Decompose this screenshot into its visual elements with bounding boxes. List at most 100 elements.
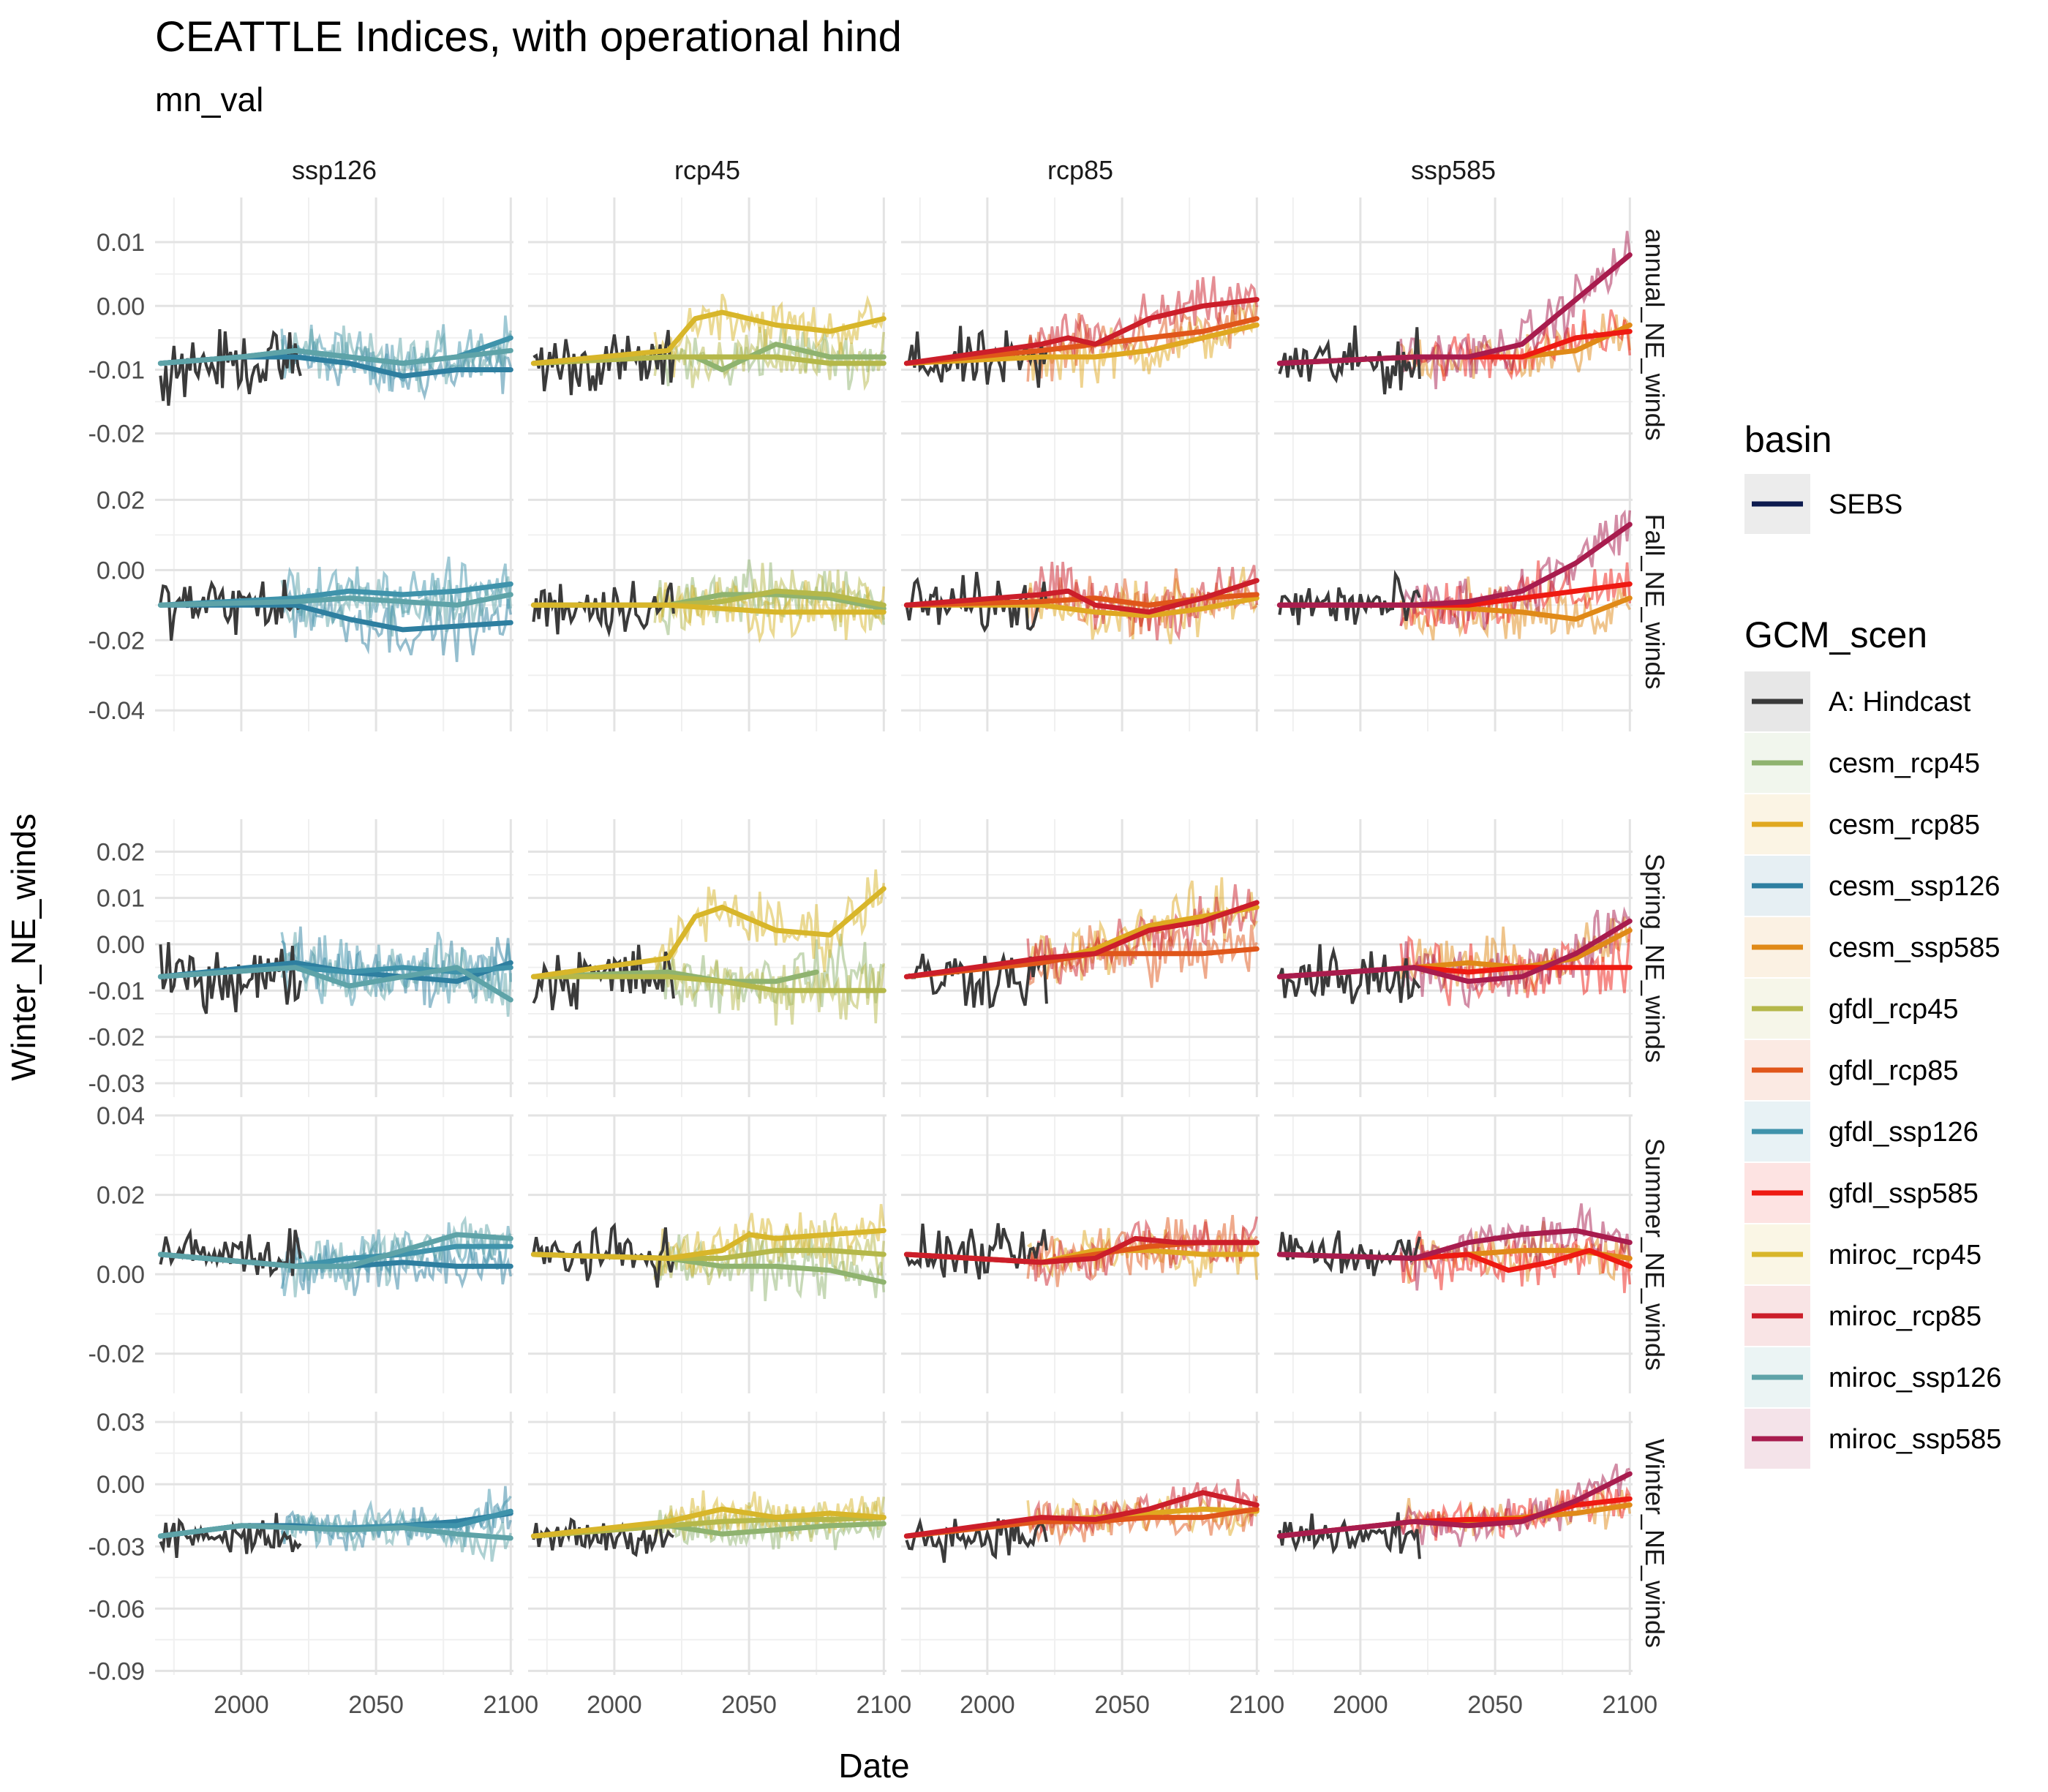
- series-hindcast: [905, 951, 1048, 1009]
- legend-label-gfdl-rcp45: gfdl_rcp45: [1829, 994, 1958, 1025]
- panel-spring-ne-winds-ssp126: 0.02 0.01 0.00 -0.01 -0.02 -0.03: [89, 819, 513, 1098]
- y-tick-label: 0.00: [97, 1261, 145, 1289]
- series-raw-cesm_ssp585: [1399, 576, 1631, 641]
- series-smooth-miroc_rcp45: [530, 309, 886, 366]
- series-raw-cesm_rcp45: [653, 559, 886, 636]
- panel-winter-ne-winds-rcp85: 2000 2050 2100: [901, 1412, 1284, 1719]
- series-smooth-gfdl_rcp85: [903, 1506, 1260, 1539]
- y-tick-label: 0.00: [97, 293, 145, 320]
- series-raw-miroc_ssp585: [1399, 1463, 1630, 1547]
- x-tick-label: 2050: [721, 1691, 777, 1719]
- legend-label-cesm-rcp85: cesm_rcp85: [1829, 810, 1980, 840]
- y-axis-title: Winter_NE_winds: [4, 813, 42, 1081]
- strip-label-ssp585: ssp585: [1411, 155, 1496, 185]
- legend-label-gfdl-ssp585: gfdl_ssp585: [1829, 1178, 1979, 1209]
- series-raw-miroc_rcp45: [653, 1490, 885, 1543]
- series-raw-miroc_rcp85: [1026, 561, 1259, 641]
- legend-label-cesm-ssp585: cesm_ssp585: [1829, 933, 2000, 963]
- series-raw-cesm_ssp126: [280, 926, 513, 1009]
- series-smooth-gfdl_rcp45: [530, 354, 886, 366]
- y-tick-label: 0.02: [97, 486, 145, 514]
- x-tick-label: 2000: [960, 1691, 1015, 1719]
- series-smooth-miroc_ssp126: [157, 1232, 513, 1269]
- legend-gcm-title: GCM_scen: [1744, 614, 1927, 655]
- y-tick-label: -0.02: [89, 1024, 146, 1052]
- y-tick-label: 0.01: [97, 229, 145, 257]
- legend-label-sebs: SEBS: [1829, 489, 1902, 520]
- series-smooth-miroc_ssp126: [157, 1523, 513, 1541]
- series-smooth-miroc_ssp126: [157, 592, 513, 608]
- panel-fall-ne-winds-ssp585: [1274, 472, 1633, 731]
- panel-annual-ne-winds-ssp585: ssp585: [1274, 155, 1633, 472]
- series-raw-miroc_rcp45: [653, 1204, 886, 1280]
- y-tick-label: 0.00: [97, 931, 145, 959]
- x-tick-label: 2100: [856, 1691, 911, 1719]
- strip-label-rcp45: rcp45: [674, 155, 740, 185]
- series-smooth-gfdl_rcp85: [903, 316, 1260, 366]
- y-tick-label: -0.02: [89, 1341, 146, 1369]
- series-smooth-miroc_rcp85: [903, 297, 1260, 366]
- y-tick-label: -0.09: [89, 1657, 146, 1685]
- x-tick-label: 2050: [348, 1691, 404, 1719]
- series-smooth-miroc_ssp585: [1276, 1471, 1633, 1539]
- y-tick-label: 0.00: [97, 1471, 145, 1499]
- series-smooth-cesm_rcp85: [903, 322, 1260, 366]
- facet-panels: annual_NE_winds 0.01 0.00 -0.01 -0.02 ssp126 r…: [89, 155, 1671, 1719]
- x-axis-title: Date: [838, 1747, 909, 1785]
- series-hindcast: [1278, 325, 1421, 395]
- strip-label-rcp85: rcp85: [1047, 155, 1113, 185]
- y-tick-label: -0.04: [89, 697, 146, 725]
- x-tick-label: 2000: [214, 1691, 269, 1719]
- y-tick-label: 0.01: [97, 885, 145, 913]
- chart-subtitle: mn_val: [155, 80, 263, 118]
- panel-spring-ne-winds-rcp85: [901, 819, 1260, 1097]
- x-tick-label: 2050: [1467, 1691, 1523, 1719]
- chart-title: CEATTLE Indices, with operational hind: [155, 13, 902, 61]
- strip-label-ssp126: ssp126: [292, 155, 377, 185]
- series-smooth-miroc_ssp585: [1276, 1227, 1633, 1261]
- y-tick-label: -0.01: [89, 977, 146, 1005]
- legend-basin-title: basin: [1744, 419, 1832, 460]
- series-hindcast: [1278, 944, 1421, 1004]
- strip-label-annual-ne-winds: annual_NE_winds: [1640, 228, 1670, 440]
- x-tick-label: 2100: [483, 1691, 538, 1719]
- series-smooth-miroc_rcp85: [903, 1235, 1260, 1265]
- strip-label-spring-ne-winds: Spring_NE_winds: [1640, 854, 1670, 1063]
- series-hindcast: [532, 1517, 674, 1557]
- series-hindcast: [532, 581, 675, 638]
- panel-summer-ne-winds-rcp85: [901, 1114, 1260, 1393]
- y-tick-label: 0.03: [97, 1409, 145, 1437]
- legend-label-a-hindcast: A: Hindcast: [1829, 687, 1971, 718]
- series-smooth-gfdl_rcp45: [530, 974, 886, 993]
- legend: basin GCM_scen SEBS A: Hindcast cesm_rcp45…: [1744, 419, 2002, 1469]
- series-hindcast: [159, 942, 302, 1014]
- y-tick-label: 0.02: [97, 1182, 145, 1210]
- panel-fall-ne-winds-rcp45: [528, 472, 886, 731]
- series-raw-cesm_rcp45: [653, 933, 884, 1014]
- panel-annual-ne-winds-rcp85: rcp85: [901, 155, 1260, 472]
- legend-label-miroc-rcp45: miroc_rcp45: [1829, 1240, 1981, 1270]
- y-tick-label: -0.03: [89, 1533, 146, 1561]
- series-smooth-cesm_ssp126: [157, 602, 513, 633]
- y-tick-label: 0.00: [97, 557, 145, 584]
- series-hindcast: [159, 1227, 302, 1279]
- series-smooth-miroc_rcp45: [530, 602, 886, 615]
- series-smooth-miroc_ssp585: [1276, 252, 1633, 366]
- series-smooth-miroc_rcp85: [903, 1490, 1260, 1539]
- series-smooth-cesm_ssp126: [157, 960, 513, 985]
- series-raw-miroc_ssp126: [280, 1215, 512, 1298]
- y-tick-label: 0.02: [97, 838, 145, 866]
- panel-winter-ne-winds-ssp126: 0.03 0.00 -0.03 -0.06 -0.09 2000 2050 2100: [89, 1409, 539, 1719]
- legend-label-cesm-rcp45: cesm_rcp45: [1829, 748, 1980, 779]
- strip-label-summer-ne-winds: Summer_NE_winds: [1640, 1138, 1670, 1371]
- series-hindcast: [1278, 569, 1421, 625]
- legend-label-gfdl-rcp85: gfdl_rcp85: [1829, 1055, 1958, 1086]
- panel-spring-ne-winds-rcp45: [528, 819, 886, 1097]
- series-smooth-gfdl_ssp126: [157, 581, 513, 608]
- series-smooth-miroc_rcp45: [530, 1506, 886, 1539]
- panel-summer-ne-winds-ssp585: [1274, 1114, 1633, 1393]
- panel-winter-ne-winds-ssp585: 2000 2050 2100: [1274, 1412, 1657, 1719]
- series-smooth-miroc_ssp585: [1276, 918, 1633, 985]
- legend-label-miroc-ssp126: miroc_ssp126: [1829, 1363, 2002, 1393]
- y-tick-label: 0.04: [97, 1102, 145, 1130]
